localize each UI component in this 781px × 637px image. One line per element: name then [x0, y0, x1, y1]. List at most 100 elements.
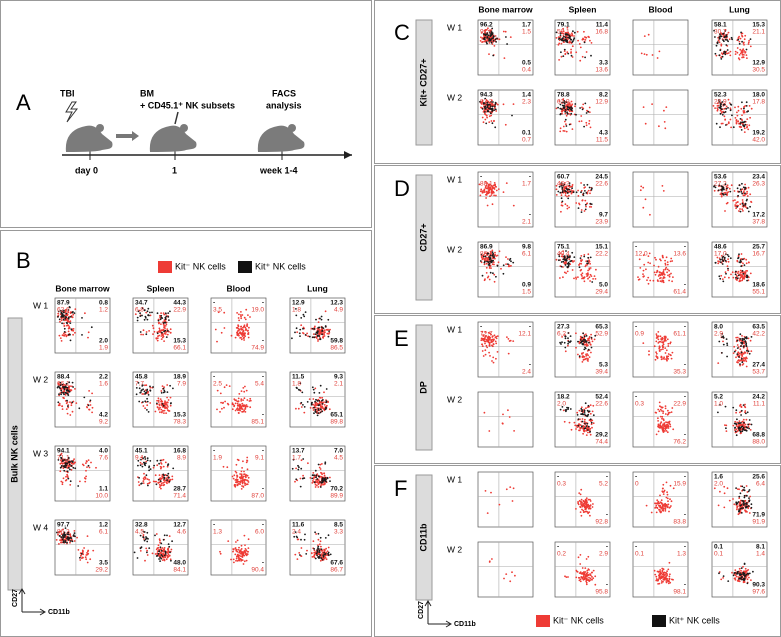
cell-dot	[583, 184, 585, 186]
cell-dot	[81, 549, 84, 552]
cell-dot	[235, 478, 238, 481]
cell-dot	[659, 271, 661, 274]
cell-dot	[562, 260, 565, 263]
cell-dot	[742, 121, 744, 124]
cell-dot	[667, 409, 669, 412]
cell-dot	[741, 199, 744, 201]
cell-dot	[72, 535, 75, 537]
flow-plot: 8.02.963.542.227.453.7	[711, 321, 768, 378]
cell-dot	[158, 548, 160, 551]
cell-dot	[318, 399, 321, 402]
quadrant-kit-neg: 90.4	[251, 567, 264, 574]
cell-dot	[292, 458, 295, 461]
mouse	[257, 124, 305, 152]
cell-dot	[725, 124, 727, 126]
cell-dot	[739, 188, 742, 191]
cell-dot	[319, 384, 322, 387]
cell-dot	[241, 482, 244, 485]
cell-dot	[142, 333, 145, 336]
cell-dot	[581, 199, 584, 202]
cell-dot	[578, 202, 580, 205]
cell-dot	[302, 458, 305, 460]
cell-dot	[743, 257, 746, 260]
cell-dot	[741, 338, 744, 340]
cell-dot	[648, 350, 650, 353]
cell-dot	[579, 257, 582, 259]
cell-dot	[155, 533, 158, 535]
cell-dot	[672, 276, 674, 278]
cell-dot	[243, 325, 246, 328]
week-label: W 2	[447, 394, 462, 404]
cell-dot	[76, 536, 78, 539]
cell-dot	[642, 273, 644, 275]
cell-dot	[512, 204, 515, 207]
cell-dot	[562, 266, 564, 268]
cell-dot	[246, 474, 249, 477]
cell-dot	[736, 430, 739, 432]
quadrant-kit-neg: 1.3	[213, 529, 222, 536]
quadrant-kit-pos: 18.0	[752, 92, 765, 99]
cell-dot	[222, 465, 225, 468]
cell-dot	[236, 331, 239, 334]
cell-dot	[561, 188, 564, 190]
cell-dot	[67, 320, 69, 323]
cell-dot	[63, 536, 66, 538]
cell-dot	[81, 317, 83, 319]
plot-frame	[54, 519, 111, 576]
cell-dot	[488, 107, 490, 110]
quadrant-kit-neg: 1.8	[292, 381, 301, 388]
quadrant-kit-pos: 65.3	[595, 324, 608, 331]
cell-dot	[566, 262, 569, 265]
quadrant-kit-neg: 55.1	[752, 289, 765, 296]
cell-dot	[726, 342, 728, 345]
cell-dot	[67, 538, 70, 540]
cell-dot	[87, 550, 89, 553]
cell-dot	[216, 389, 219, 392]
cell-dot	[484, 102, 486, 105]
cell-dot	[494, 105, 496, 108]
cell-dot	[320, 554, 323, 557]
cell-dot	[555, 184, 558, 187]
flow-plot: 86.986.49.86.10.91.5	[477, 241, 534, 298]
cell-dot	[70, 389, 73, 391]
cell-dot	[588, 122, 590, 125]
cell-dot	[87, 331, 90, 334]
cell-dot	[567, 36, 569, 39]
cell-dot	[314, 531, 316, 534]
cell-dot	[247, 481, 250, 483]
cell-dot	[640, 185, 643, 188]
syringe	[174, 111, 179, 125]
cell-dot	[492, 339, 495, 342]
cell-dot	[144, 559, 146, 562]
plot-frame	[54, 371, 111, 428]
cell-dot	[738, 352, 741, 355]
cell-dot	[581, 508, 583, 511]
cell-dot	[163, 386, 166, 389]
cell-dot	[57, 383, 60, 386]
cell-dot	[662, 269, 665, 271]
plot-frame	[632, 171, 689, 228]
cell-dot	[561, 39, 564, 42]
cell-dot	[570, 38, 572, 41]
cell-dot	[668, 273, 671, 276]
cell-dot	[133, 551, 136, 554]
cell-dot	[310, 327, 313, 330]
cell-dot	[577, 424, 580, 427]
cell-dot	[573, 35, 575, 37]
cell-dot	[311, 477, 314, 480]
cell-dot	[316, 484, 318, 487]
cell-dot	[69, 311, 72, 314]
cell-dot	[669, 260, 672, 263]
cell-dot	[142, 536, 145, 539]
cell-dot	[561, 108, 563, 111]
cell-dot	[315, 336, 318, 339]
cell-dot	[239, 473, 242, 475]
cell-dot	[492, 343, 495, 345]
cell-dot	[659, 335, 662, 338]
cell-dot	[649, 262, 651, 265]
cell-dot	[739, 430, 742, 433]
cell-dot	[587, 354, 589, 357]
cell-dot	[481, 258, 484, 261]
cell-dot	[720, 274, 723, 277]
cell-dot	[741, 119, 743, 122]
